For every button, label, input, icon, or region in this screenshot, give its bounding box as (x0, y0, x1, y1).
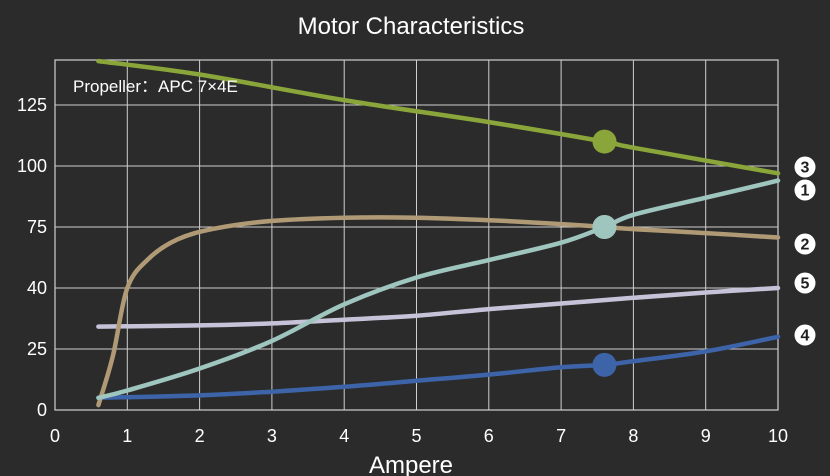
series-badge-label-4: 4 (801, 328, 810, 345)
y-tick-label: 40 (27, 278, 47, 298)
y-tick-label: 25 (27, 339, 47, 359)
series-badge-1 (794, 179, 816, 201)
x-tick-label: 3 (267, 426, 277, 446)
propeller-annotation: Propeller：APC 7×4E (73, 77, 238, 96)
series-line-3 (96, 58, 781, 176)
series-badge-3 (794, 156, 816, 178)
series-badge-label-1: 1 (801, 183, 810, 200)
x-tick-label: 1 (122, 426, 132, 446)
series-line-1 (96, 178, 781, 401)
series-lines (96, 58, 781, 408)
series-badge-label-5: 5 (801, 276, 810, 293)
operating-point-markers (592, 129, 617, 377)
y-tick-label: 100 (17, 156, 47, 176)
operating-point-marker-3 (592, 129, 617, 154)
x-tick-label: 2 (195, 426, 205, 446)
x-axis-ticks: 0 1 2 3 4 5 6 7 8 9 10 (50, 426, 788, 446)
series-badge-4 (794, 324, 816, 346)
y-axis-ticks: 0 25 40 75 100 125 (17, 95, 47, 420)
y-tick-label: 75 (27, 217, 47, 237)
series-badge-label-3: 3 (801, 160, 810, 177)
x-tick-label: 9 (701, 426, 711, 446)
x-tick-label: 0 (50, 426, 60, 446)
series-badge-2 (794, 233, 816, 255)
series-badge-5 (794, 272, 816, 294)
y-tick-label: 125 (17, 95, 47, 115)
x-axis-label: Ampere (369, 452, 453, 476)
x-tick-label: 7 (556, 426, 566, 446)
series-line-2 (96, 215, 781, 408)
x-tick-label: 10 (768, 426, 788, 446)
operating-point-marker-4 (592, 352, 617, 377)
series-line-4 (96, 334, 781, 401)
y-tick-label: 0 (37, 400, 47, 420)
x-tick-label: 5 (411, 426, 421, 446)
x-tick-label: 4 (339, 426, 349, 446)
series-line-5 (96, 285, 781, 329)
x-tick-label: 6 (484, 426, 494, 446)
series-badge-label-2: 2 (801, 237, 810, 254)
x-tick-label: 8 (628, 426, 638, 446)
series-badges: 3 1 2 5 4 (794, 156, 816, 346)
chart-title: Motor Characteristics (298, 13, 525, 40)
operating-point-marker-1 (592, 215, 617, 239)
